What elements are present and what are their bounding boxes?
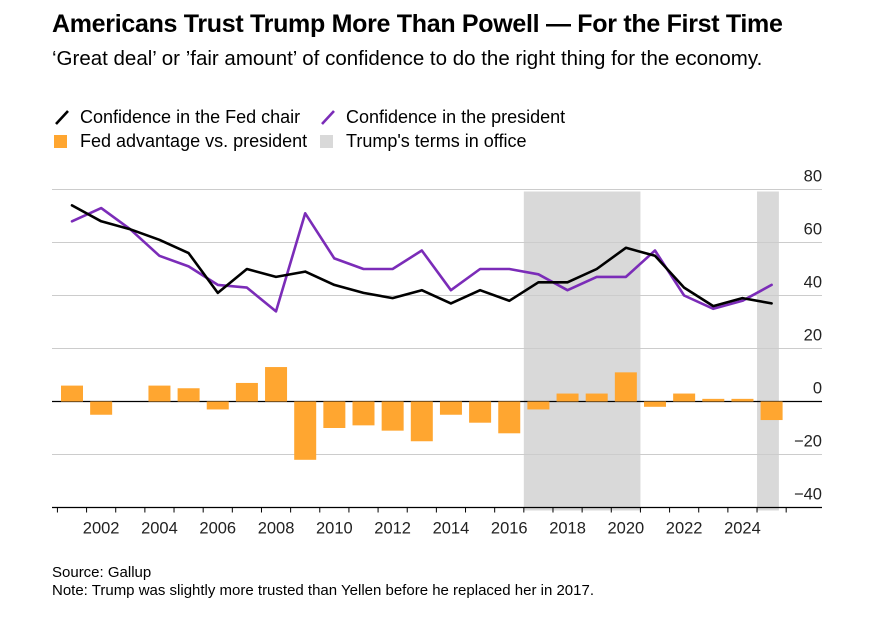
y-tick-label: 20 <box>804 327 822 345</box>
y-tick-label: 40 <box>804 274 822 292</box>
x-tick-label: 2020 <box>607 520 644 538</box>
advantage-bar <box>702 398 725 402</box>
advantage-bar <box>644 401 666 407</box>
y-tick-label: 80 <box>804 168 822 186</box>
gray-square-swatch <box>320 135 333 148</box>
x-tick-label: 2014 <box>433 520 470 538</box>
note-text: Note: Trump was slightly more trusted th… <box>52 582 594 599</box>
legend-label-advantage: Fed advantage vs. president <box>80 131 308 151</box>
legend-label-fed-chair: Confidence in the Fed chair <box>80 107 301 127</box>
fed-chair-line <box>70 204 773 308</box>
series-lines <box>70 204 773 313</box>
advantage-bar <box>439 401 462 415</box>
advantage-bar <box>294 401 317 460</box>
advantage-bar <box>235 382 258 402</box>
trump-term-band-1 <box>523 191 641 511</box>
legend-label-terms: Trump's terms in office <box>346 131 527 151</box>
advantage-bar <box>469 401 492 423</box>
x-tick-label: 2006 <box>199 520 236 538</box>
advantage-bar <box>352 401 375 426</box>
advantage-bar <box>673 393 696 402</box>
x-tick-label: 2004 <box>141 520 178 538</box>
source-text: Source: Gallup <box>52 564 152 581</box>
advantage-bar <box>61 385 83 402</box>
x-tick-label: 2012 <box>374 520 411 538</box>
shaded-periods <box>523 191 779 511</box>
x-tick-label: 2002 <box>83 520 120 538</box>
x-tick-label: 2010 <box>316 520 353 538</box>
advantage-bar <box>177 388 200 402</box>
chart-title: Americans Trust Trump More Than Powell —… <box>52 10 783 38</box>
x-tick-label: 2008 <box>258 520 295 538</box>
purple-line-swatch <box>321 110 335 125</box>
y-tick-label: 0 <box>813 380 822 398</box>
advantage-bar <box>206 401 229 410</box>
advantage-bar <box>731 398 754 402</box>
advantage-bars <box>61 367 783 460</box>
y-tick-label: −20 <box>794 433 822 451</box>
chart-subtitle: ‘Great deal’ or ’fair amount’ of confide… <box>52 47 763 70</box>
advantage-bar <box>381 401 404 431</box>
advantage-bar <box>498 401 521 434</box>
x-tick-label: 2024 <box>724 520 761 538</box>
orange-square-swatch <box>54 135 67 148</box>
footer: Source: Gallup Note: Trump was slightly … <box>52 564 594 600</box>
x-tick-label: 2018 <box>549 520 586 538</box>
president-line <box>70 206 773 313</box>
trump-term-band-2 <box>757 191 779 511</box>
legend-label-president: Confidence in the president <box>346 107 566 127</box>
advantage-bar <box>527 401 550 410</box>
advantage-bar <box>556 393 579 402</box>
advantage-bar <box>614 372 637 402</box>
y-tick-label: −40 <box>794 486 822 504</box>
black-line-swatch <box>55 110 69 125</box>
advantage-bar <box>90 401 113 415</box>
advantage-bar <box>585 393 608 402</box>
advantage-bar <box>265 367 288 402</box>
advantage-bar <box>760 401 783 421</box>
advantage-bar <box>148 385 171 402</box>
x-tick-label: 2016 <box>491 520 528 538</box>
advantage-bar <box>410 401 433 442</box>
gridlines <box>52 189 822 508</box>
x-axis: 2002 2004 2006 2008 2010 2012 2014 2016 2018 2020… <box>52 506 822 538</box>
y-tick-label: 60 <box>804 221 822 239</box>
x-tick-label: 2022 <box>666 520 703 538</box>
advantage-bar <box>323 401 346 428</box>
y-axis: 80 60 40 20 0 −20 −40 <box>794 168 822 504</box>
